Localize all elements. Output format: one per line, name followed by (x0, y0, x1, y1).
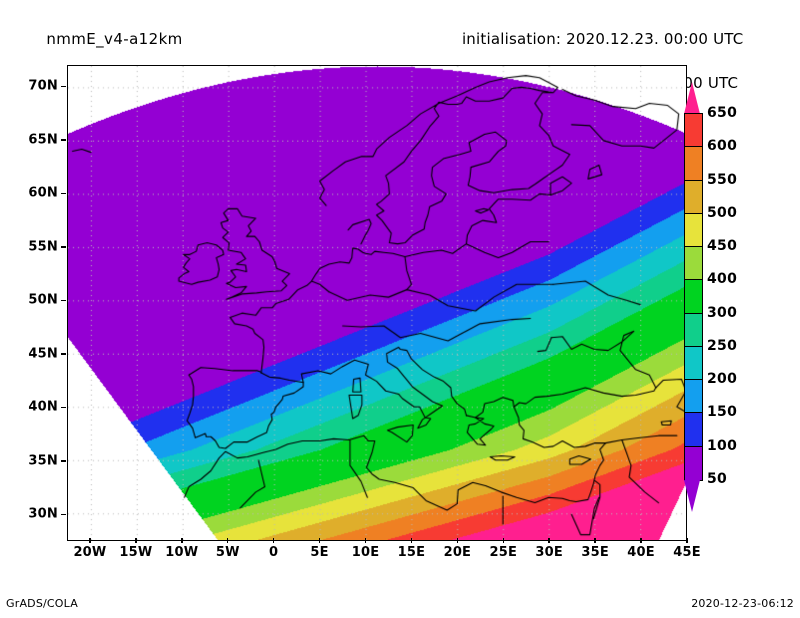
y-axis-label: 70N (28, 78, 58, 94)
colorbar-segment (685, 147, 702, 181)
y-axis-tick (61, 246, 66, 248)
y-axis-label: 35N (28, 453, 58, 469)
x-axis-tick (226, 538, 229, 543)
colorbar-segment (685, 313, 702, 347)
x-axis-tick (686, 538, 688, 543)
colorbar-segment (685, 180, 702, 214)
colorbar-tick-label: 450 (707, 238, 738, 255)
y-axis-label: 30N (28, 506, 58, 522)
x-axis-tick (410, 538, 413, 543)
x-axis-label: 0 (269, 545, 279, 560)
x-axis-tick (594, 538, 596, 543)
x-axis-label: 15E (397, 545, 426, 560)
x-axis-label: 35E (581, 545, 609, 560)
y-axis-label: 60N (28, 185, 58, 201)
x-axis-tick (135, 538, 137, 543)
x-axis-label: 10E (351, 545, 380, 560)
colorbar-tick-label: 150 (707, 404, 738, 421)
colorbar-segment (685, 114, 702, 148)
y-axis-tick (61, 139, 66, 141)
colorbar-tick-label: 50 (707, 471, 728, 487)
colorbar-tick-label: 250 (707, 337, 738, 354)
x-axis-tick (181, 538, 183, 543)
colorbar-segment (685, 413, 702, 447)
x-axis-label: 5W (215, 545, 240, 560)
timestamp-label: 2020-12-23-06:12 (691, 597, 794, 610)
y-axis-tick (61, 460, 66, 462)
x-axis-label: 20W (73, 545, 107, 560)
colorbar-tick-label: 600 (707, 138, 738, 155)
y-axis-label: 45N (28, 346, 58, 362)
y-axis-tick (61, 513, 66, 515)
y-axis-tick (61, 299, 66, 302)
x-axis-label: 5E (310, 545, 329, 560)
colorbar-segment (685, 446, 702, 480)
colorbar-tick-label: 200 (707, 371, 738, 388)
colorbar-tick-label: 650 (707, 105, 738, 121)
x-axis-label: 20E (443, 545, 472, 560)
model-name-label: nmmE_v4-a12km (46, 30, 183, 48)
colorbar-segment (685, 380, 702, 414)
colorbar-tick-label: 100 (707, 437, 738, 454)
colorbar-segment (685, 346, 702, 381)
colorbar-arrow-top-icon (684, 82, 700, 114)
colorbar-segment (685, 213, 702, 248)
x-axis-tick (640, 538, 642, 543)
x-axis-tick (502, 538, 505, 543)
colorbar (684, 113, 703, 481)
colorbar-segment (685, 280, 702, 314)
colorbar-tick-label: 400 (707, 271, 738, 288)
y-axis-label: 65N (28, 132, 58, 148)
y-axis-tick (61, 406, 66, 409)
initialisation-time-label: initialisation: 2020.12.23. 00:00 UTC (461, 30, 744, 48)
x-axis-label: 45E (673, 545, 701, 560)
y-axis-tick (61, 192, 66, 195)
x-axis-label: 40E (627, 545, 655, 560)
producer-label: GrADS/COLA (6, 597, 78, 610)
x-axis-label: 10W (165, 545, 199, 560)
colorbar-tick-label: 550 (707, 171, 738, 188)
x-axis-label: 30E (535, 545, 564, 560)
x-axis-tick (89, 538, 91, 543)
colorbar-tick-label: 500 (707, 204, 738, 221)
x-axis-tick (364, 538, 367, 543)
map-plot-area (67, 65, 687, 541)
x-axis-tick (456, 538, 459, 543)
x-axis-label: 15W (119, 545, 153, 560)
x-axis-tick (548, 538, 550, 543)
y-axis-label: 40N (28, 399, 58, 415)
colorbar-tick-label: 300 (707, 304, 738, 321)
y-axis-tick (61, 353, 66, 355)
colorbar-segment (685, 247, 702, 281)
y-axis-tick (61, 85, 66, 88)
y-axis-label: 50N (28, 292, 58, 308)
x-axis-tick (272, 538, 275, 543)
colorbar-arrow-bottom-icon (684, 480, 700, 512)
x-axis-label: 25E (489, 545, 518, 560)
map-raster-canvas (68, 66, 686, 540)
x-axis-tick (318, 538, 321, 543)
y-axis-label: 55N (28, 239, 58, 255)
